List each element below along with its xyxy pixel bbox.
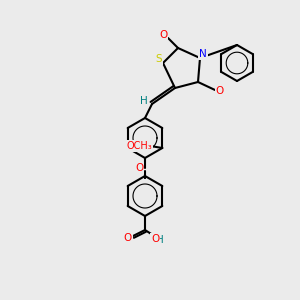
Text: S: S <box>156 54 162 64</box>
Text: H: H <box>140 96 148 106</box>
Text: O: O <box>216 86 224 96</box>
Text: N: N <box>199 49 207 59</box>
Text: O: O <box>151 234 159 244</box>
Text: O: O <box>135 163 143 173</box>
Text: H: H <box>156 235 164 245</box>
Text: O: O <box>124 233 132 243</box>
Text: OCH₃: OCH₃ <box>126 141 152 151</box>
Text: O: O <box>159 30 167 40</box>
